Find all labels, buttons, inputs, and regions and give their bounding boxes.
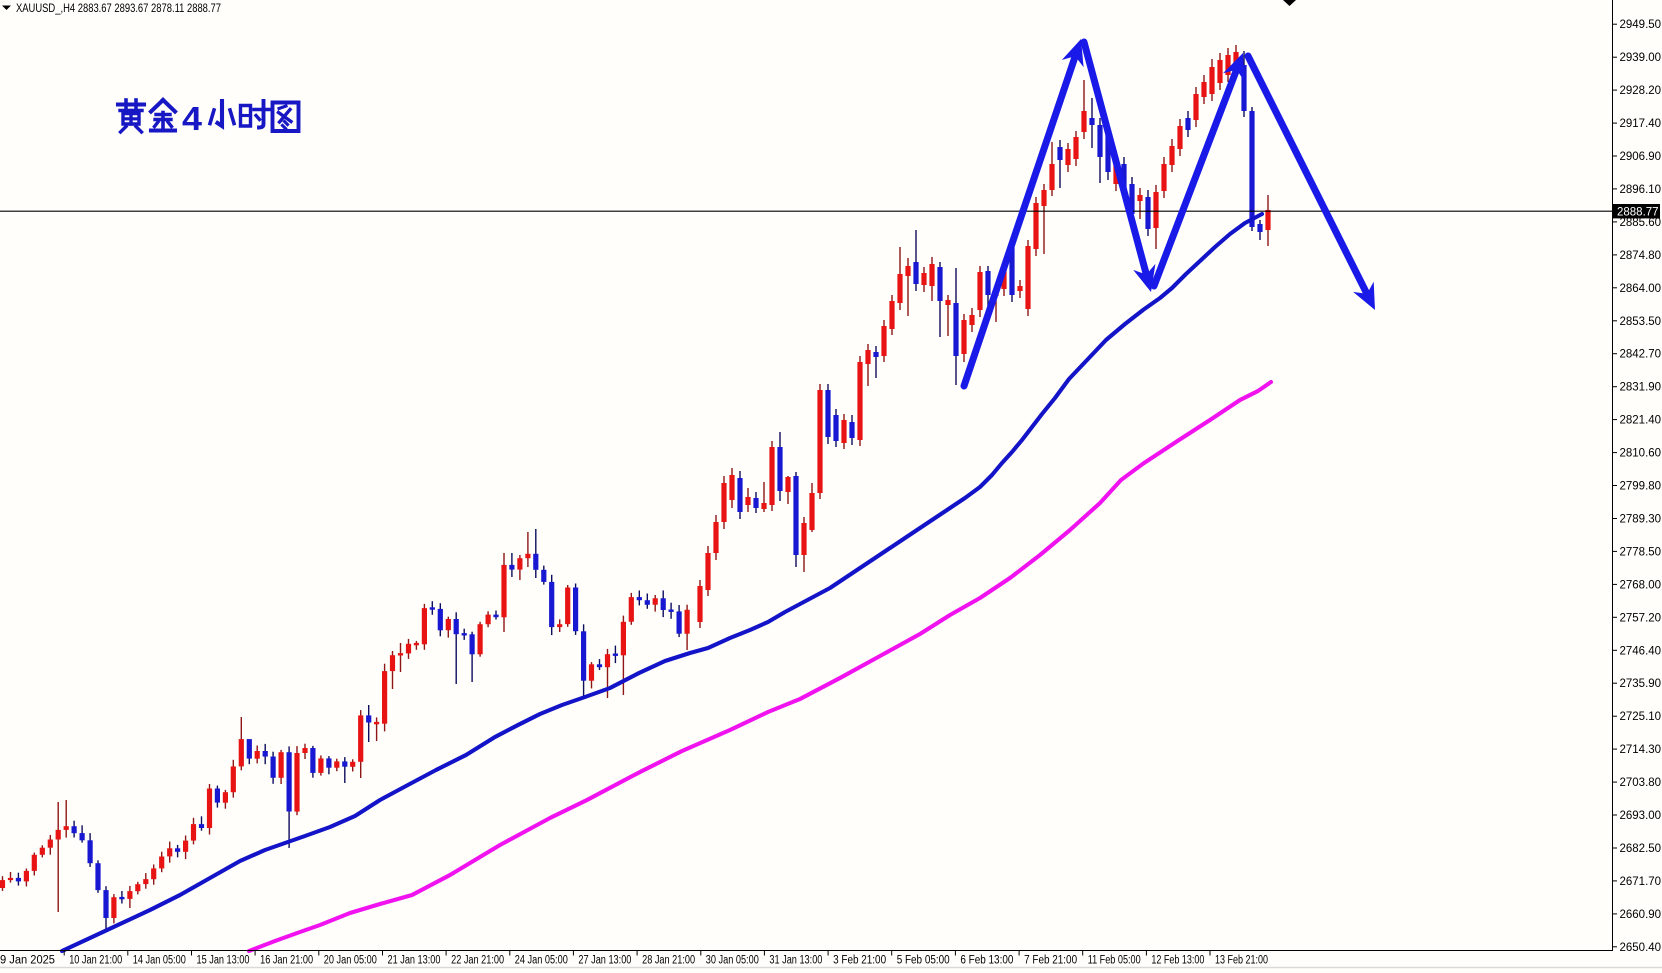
svg-text:2799.80: 2799.80 — [1620, 481, 1662, 493]
svg-text:2885.60: 2885.60 — [1620, 217, 1662, 229]
svg-text:14 Jan 05:00: 14 Jan 05:00 — [133, 955, 186, 967]
svg-text:2853.50: 2853.50 — [1620, 316, 1662, 328]
svg-text:2757.20: 2757.20 — [1620, 612, 1662, 624]
svg-text:13 Feb 21:00: 13 Feb 21:00 — [1215, 955, 1268, 967]
svg-text:7 Feb 21:00: 7 Feb 21:00 — [1024, 955, 1077, 967]
svg-text:10 Jan 21:00: 10 Jan 21:00 — [69, 955, 122, 967]
svg-text:2660.90: 2660.90 — [1620, 909, 1662, 921]
svg-text:9 Jan 2025: 9 Jan 2025 — [0, 955, 55, 967]
svg-text:2821.40: 2821.40 — [1620, 415, 1662, 427]
svg-text:11 Feb 05:00: 11 Feb 05:00 — [1088, 955, 1141, 967]
svg-text:12 Feb 13:00: 12 Feb 13:00 — [1151, 955, 1204, 967]
svg-text:2896.10: 2896.10 — [1620, 184, 1662, 196]
svg-text:2725.10: 2725.10 — [1620, 711, 1662, 723]
svg-text:2842.70: 2842.70 — [1620, 349, 1662, 361]
svg-text:2939.00: 2939.00 — [1620, 52, 1662, 64]
svg-text:2693.00: 2693.00 — [1620, 810, 1662, 822]
svg-text:20 Jan 05:00: 20 Jan 05:00 — [324, 955, 377, 967]
svg-text:2906.90: 2906.90 — [1620, 151, 1662, 163]
svg-text:21 Jan 13:00: 21 Jan 13:00 — [388, 955, 441, 967]
svg-text:2650.40: 2650.40 — [1620, 942, 1662, 954]
svg-text:15 Jan 13:00: 15 Jan 13:00 — [197, 955, 250, 967]
svg-text:2888.77: 2888.77 — [1617, 207, 1659, 219]
svg-text:2789.30: 2789.30 — [1620, 514, 1662, 526]
svg-text:2928.20: 2928.20 — [1620, 85, 1662, 97]
svg-text:27 Jan 13:00: 27 Jan 13:00 — [578, 955, 631, 967]
svg-text:2831.90: 2831.90 — [1620, 382, 1662, 394]
svg-text:2746.40: 2746.40 — [1620, 645, 1662, 657]
svg-text:28 Jan 21:00: 28 Jan 21:00 — [642, 955, 695, 967]
svg-text:22 Jan 21:00: 22 Jan 21:00 — [451, 955, 504, 967]
svg-text:2810.60: 2810.60 — [1620, 448, 1662, 460]
svg-text:3 Feb 21:00: 3 Feb 21:00 — [833, 955, 886, 967]
svg-text:24 Jan 05:00: 24 Jan 05:00 — [515, 955, 568, 967]
svg-text:2949.50: 2949.50 — [1620, 19, 1662, 31]
svg-text:31 Jan 13:00: 31 Jan 13:00 — [769, 955, 822, 967]
svg-text:2864.00: 2864.00 — [1620, 283, 1662, 295]
svg-text:XAUUSD_,H4 2883.67 2893.67 28: XAUUSD_,H4 2883.67 2893.67 2878.11 2888.… — [16, 1, 221, 15]
svg-text:2778.50: 2778.50 — [1620, 546, 1662, 558]
svg-text:2735.90: 2735.90 — [1620, 678, 1662, 690]
svg-text:2682.50: 2682.50 — [1620, 843, 1662, 855]
svg-text:2917.40: 2917.40 — [1620, 118, 1662, 130]
svg-text:2714.30: 2714.30 — [1620, 744, 1662, 756]
svg-text:2874.80: 2874.80 — [1620, 250, 1662, 262]
svg-text:2671.70: 2671.70 — [1620, 876, 1662, 888]
svg-text:30 Jan 05:00: 30 Jan 05:00 — [706, 955, 759, 967]
svg-text:4: 4 — [182, 100, 203, 137]
svg-text:5 Feb 05:00: 5 Feb 05:00 — [897, 955, 950, 967]
svg-text:16 Jan 21:00: 16 Jan 21:00 — [260, 955, 313, 967]
svg-text:2703.80: 2703.80 — [1620, 777, 1662, 789]
svg-text:6 Feb 13:00: 6 Feb 13:00 — [960, 955, 1013, 967]
svg-text:2768.00: 2768.00 — [1620, 579, 1662, 591]
